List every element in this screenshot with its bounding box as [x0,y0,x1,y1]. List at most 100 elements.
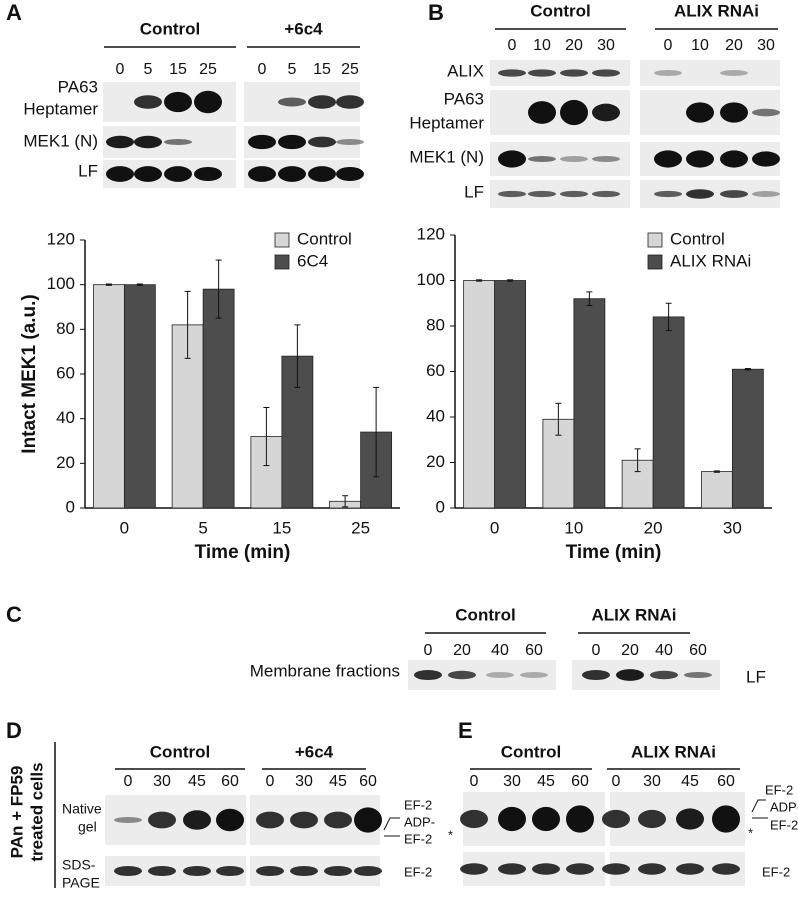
time-label: 30 [295,773,313,790]
band [164,139,192,145]
band [278,97,306,107]
bar [202,288,235,509]
band [336,95,364,109]
marker: * [748,825,753,840]
y-tick-label: 40 [56,408,75,427]
band [106,166,134,182]
time-label: 30 [503,773,521,790]
band [654,190,682,198]
bar [731,368,764,509]
time-label: 20 [453,642,471,659]
legend-label: ALIX RNAi [670,251,751,270]
group-header: +6c4 [295,742,334,761]
time-label: 0 [124,773,133,790]
x-tick-label: 15 [272,518,291,537]
band [720,102,748,123]
band [114,817,142,823]
time-label: 30 [643,773,661,790]
error-bar [744,368,751,371]
y-tick-label: 0 [66,497,75,516]
x-tick-label: 0 [120,518,129,537]
bracket [383,817,400,837]
time-label: 30 [757,37,775,54]
error-bar [342,495,349,508]
band [308,95,336,109]
panel-letter: E [458,718,473,743]
error-bar [476,279,483,282]
x-tick-label: 20 [644,518,663,537]
band [566,805,594,833]
error-bar [507,279,514,282]
band [752,108,780,117]
row-label: Heptamer [409,113,484,132]
band [560,156,588,162]
time-label: 60 [359,773,377,790]
bar [652,316,685,509]
error-bar [586,291,593,307]
band [106,135,134,149]
time-label: 60 [689,642,707,659]
band [134,95,162,109]
marker: * [448,827,453,842]
time-label: 10 [533,37,551,54]
band [686,150,714,168]
band [248,166,276,182]
bar [463,280,496,509]
band [183,810,211,830]
band [498,863,526,875]
band [686,189,714,199]
band [582,669,610,681]
band [560,99,588,126]
error-bar [665,302,672,332]
bar [700,471,733,509]
legend-swatch [647,232,663,248]
time-label: 45 [329,773,347,790]
time-label: 5 [144,61,153,78]
error-bar [294,324,301,388]
band [560,190,588,198]
time-label: 60 [525,642,543,659]
row-label: MEK1 (N) [23,131,98,150]
time-label: 0 [470,773,479,790]
band [532,863,560,875]
band [164,166,192,182]
legend-label: 6C4 [297,251,328,270]
group-header: Control [530,1,590,20]
group-header: ALIX RNAi [631,742,716,761]
legend-swatch [274,254,290,270]
row-label: MEK1 (N) [409,147,484,166]
time-label: 0 [612,773,621,790]
band [164,91,192,113]
legend-swatch [274,232,290,248]
band [256,811,284,829]
band-label: EF-2 [404,797,432,812]
group-header: Control [140,19,200,38]
time-label: 0 [592,642,601,659]
band [676,863,704,875]
band [183,865,211,877]
time-label: 60 [571,773,589,790]
band [638,809,666,829]
band-label: EF-2 [765,782,793,797]
error-bar [555,402,562,436]
time-label: 20 [565,37,583,54]
band-label: EF-2 [762,864,790,879]
error-bar [713,470,720,473]
error-bar [136,283,143,286]
band [324,811,352,829]
band [592,190,620,198]
band [308,166,336,182]
band [498,69,526,77]
band [256,865,284,877]
time-label: 0 [424,642,433,659]
band [528,156,556,162]
y-tick-label: 120 [417,224,445,243]
band-label: ADP- [770,799,798,814]
band [684,672,712,678]
error-bar [634,448,641,473]
band-label: ADP- [404,814,435,829]
row-label: Heptamer [23,99,98,118]
band [460,809,488,829]
bar [573,298,606,509]
